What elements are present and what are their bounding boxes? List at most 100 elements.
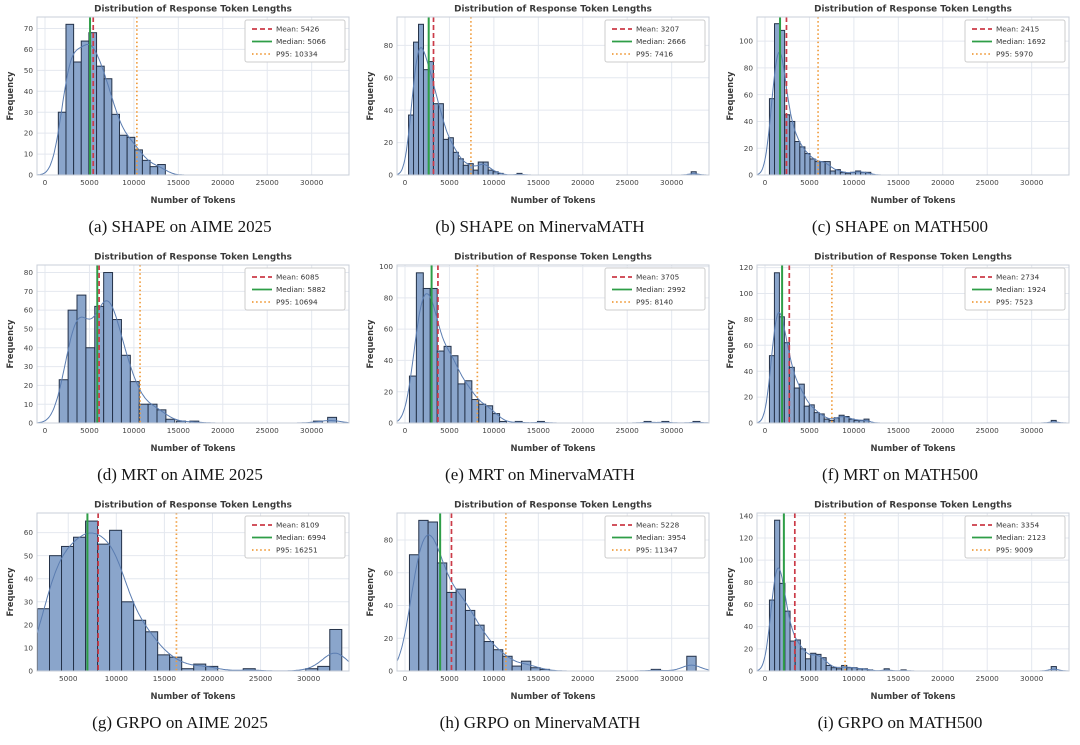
panel-b-caption: (b) SHAPE on MinervaMATH [435, 217, 645, 236]
x-tick-label: 10000 [482, 426, 506, 435]
legend-p95-label: P95: 8140 [636, 298, 673, 307]
histogram-chart: Mean: 3705 Median: 2992 P95: 8140 0 20 40 60 80… [365, 253, 710, 453]
panel-c-caption: (c) SHAPE on MATH500 [811, 217, 989, 236]
x-tick-label: 25000 [976, 426, 1000, 435]
histogram-bar [109, 529, 123, 671]
histogram-bars [408, 519, 697, 671]
y-tick-label: 70 [24, 287, 34, 296]
histogram-bar [803, 405, 810, 423]
x-tick-label: 15000 [527, 178, 551, 187]
legend-p95-label: P95: 9009 [996, 546, 1033, 555]
y-tick-label: 30 [24, 362, 34, 371]
x-tick-label: 10000 [842, 674, 866, 683]
y-axis-label: Frequency [5, 319, 15, 369]
y-tick-label: 140 [739, 511, 753, 520]
histogram-bar [37, 608, 50, 671]
legend-mean-label: Mean: 8109 [276, 521, 320, 530]
y-tick-label: 0 [388, 419, 393, 428]
plot-border [756, 16, 1070, 176]
y-tick-label: 20 [24, 129, 34, 138]
legend: Mean: 2734 Median: 1924 P95: 7523 [964, 267, 1066, 311]
histogram-bar [813, 412, 820, 423]
histogram-bars [768, 23, 872, 175]
x-tick-label: 30000 [297, 674, 321, 683]
x-tick-label: 10000 [122, 178, 146, 187]
x-tick-label: 30000 [660, 178, 684, 187]
histogram-bar [408, 554, 420, 671]
histogram-bar [804, 153, 811, 175]
y-tick-label: 100 [739, 556, 753, 565]
x-tick-label: 30000 [300, 426, 324, 435]
legend-median-label: Median: 2123 [996, 533, 1046, 542]
histogram-bar [464, 609, 476, 671]
legend-mean-label: Mean: 2734 [996, 273, 1040, 282]
panel-i-chart: Mean: 3354 Median: 2123 P95: 9009 0 20 40 60 80… [724, 498, 1076, 704]
histogram-bar [134, 149, 143, 175]
panel-g-caption: (g) GRPO on AIME 2025 [92, 713, 268, 732]
y-tick-label: 80 [384, 536, 394, 545]
y-tick-label: 60 [24, 306, 34, 315]
panel-h-chart: Mean: 5228 Median: 3954 P95: 11347 0 20 40 60 8… [364, 498, 716, 704]
histogram-bar [73, 61, 82, 175]
histogram-bar [452, 151, 459, 175]
y-tick-label: 0 [388, 171, 393, 180]
x-axis-label: Number of Tokens [870, 195, 955, 205]
histogram-chart: Mean: 3354 Median: 2123 P95: 9009 0 20 40 60 80… [725, 501, 1070, 701]
x-tick-label: 25000 [976, 178, 1000, 187]
x-tick-label: 10000 [482, 674, 506, 683]
x-tick-label: 15000 [167, 426, 191, 435]
histogram-bar [61, 545, 75, 671]
x-axis-label: Number of Tokens [510, 691, 595, 701]
histogram-bar [156, 409, 167, 423]
y-tick-label: 40 [744, 622, 754, 631]
y-tick-label: 60 [384, 568, 394, 577]
y-tick-label: 20 [384, 138, 394, 147]
x-tick-label: 15000 [527, 426, 551, 435]
y-tick-label: 50 [24, 66, 34, 75]
x-tick-label: 0 [763, 426, 768, 435]
x-tick-label: 20000 [571, 426, 595, 435]
x-tick-label: 20000 [571, 674, 595, 683]
y-tick-label: 30 [24, 597, 34, 606]
legend: Mean: 6085 Median: 5882 P95: 10694 [244, 267, 346, 311]
legend-p95-label: P95: 10694 [276, 298, 318, 307]
panel-a-caption: (a) SHAPE on AIME 2025 [88, 217, 272, 236]
histogram-bar [794, 141, 801, 175]
y-axis-label: Frequency [725, 319, 735, 369]
histogram-bar [408, 375, 417, 423]
panel-c: Mean: 2415 Median: 1692 P95: 5970 0 20 40 60 80… [720, 0, 1080, 248]
y-tick-label: 80 [744, 63, 754, 72]
legend: Mean: 3705 Median: 2992 P95: 8140 [604, 267, 706, 311]
histogram-bar [793, 387, 800, 423]
histogram-bar [157, 654, 171, 671]
x-tick-label: 5000 [59, 674, 78, 683]
y-tick-label: 20 [24, 381, 34, 390]
y-tick-label: 20 [744, 393, 754, 402]
chart-title: Distribution of Response Token Lengths [454, 253, 652, 263]
panel-b: Mean: 3207 Median: 2666 P95: 7416 0 20 40 60 80… [360, 0, 720, 248]
histogram-bar [789, 120, 796, 175]
y-tick-label: 20 [24, 620, 34, 629]
histogram-bar [799, 146, 806, 175]
y-tick-label: 40 [24, 87, 34, 96]
x-axis-label: Number of Tokens [510, 195, 595, 205]
histogram-chart: Mean: 6085 Median: 5882 P95: 10694 0 10 20 30 4… [5, 253, 350, 453]
y-tick-label: 50 [24, 551, 34, 560]
histogram-chart: Mean: 8109 Median: 6994 P95: 16251 0 10 20 30 4… [5, 501, 350, 701]
histogram-bar [133, 619, 147, 671]
histogram-bar [85, 347, 96, 423]
histogram-bar [810, 652, 817, 671]
x-tick-label: 25000 [256, 178, 280, 187]
x-tick-label: 20000 [931, 426, 955, 435]
panel-e: Mean: 3705 Median: 2992 P95: 8140 0 20 40 60 80… [360, 248, 720, 496]
histogram-bar [112, 319, 122, 423]
histogram-bar [422, 287, 431, 423]
y-tick-label: 10 [24, 644, 34, 653]
y-tick-label: 0 [28, 419, 33, 428]
panel-a-chart: Mean: 5426 Median: 5066 P95: 10334 0 10 20 30 4… [4, 2, 356, 208]
y-tick-label: 0 [748, 419, 753, 428]
x-tick-label: 25000 [616, 674, 640, 683]
histogram-bar [76, 294, 87, 423]
x-tick-label: 5000 [440, 674, 459, 683]
